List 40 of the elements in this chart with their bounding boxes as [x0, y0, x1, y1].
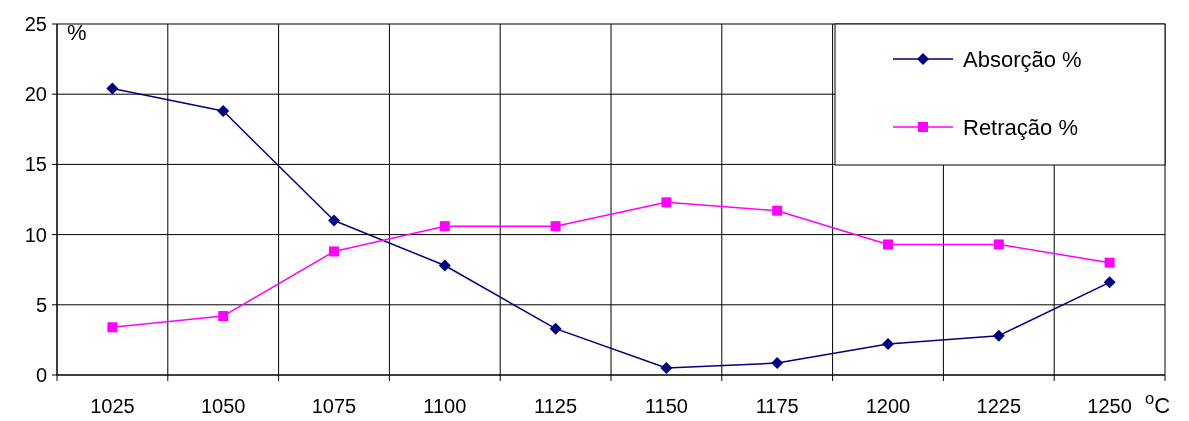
- x-tick-label: 1150: [644, 395, 688, 417]
- y-tick-label: 15: [24, 153, 47, 176]
- point: [883, 239, 893, 250]
- point: [550, 221, 561, 232]
- point: [217, 105, 230, 118]
- point: [106, 82, 119, 95]
- point: [661, 197, 672, 208]
- point: [772, 205, 783, 216]
- point: [107, 322, 118, 333]
- point: [549, 322, 562, 335]
- x-axis-title: $^{o}$C: [1145, 389, 1171, 418]
- x-tick-label: 1250: [1087, 395, 1132, 417]
- x-tick-label: 1075: [311, 395, 357, 417]
- y-tick-label: 5: [35, 293, 47, 316]
- x-tick-label: 1050: [200, 395, 246, 417]
- y-tick-label: 10: [24, 223, 47, 246]
- x-tick-label: 1200: [865, 395, 911, 417]
- y-tick-label: 25: [24, 13, 47, 35]
- y-tick-label: 20: [24, 83, 47, 106]
- point: [218, 311, 229, 322]
- point: [1104, 257, 1115, 268]
- x-tick-label: 1225: [976, 395, 1022, 417]
- y-axis-title: %: [67, 19, 87, 45]
- x-tick-label: 1025: [90, 395, 135, 417]
- x-tick-label: 1100: [423, 395, 467, 417]
- point: [438, 259, 451, 272]
- point: [771, 357, 784, 370]
- point: [329, 246, 339, 257]
- point: [328, 214, 340, 227]
- point: [992, 329, 1005, 342]
- point: [660, 361, 673, 374]
- legend-label: Absorção %: [963, 46, 1082, 72]
- point: [1103, 276, 1116, 289]
- x-tick-label: 1175: [755, 395, 799, 417]
- x-tick-label: 1125: [534, 395, 578, 417]
- legend-label: Retração %: [963, 114, 1078, 140]
- point: [993, 239, 1004, 250]
- point: [439, 221, 450, 232]
- point: [882, 338, 894, 351]
- y-tick-label: 0: [35, 364, 47, 386]
